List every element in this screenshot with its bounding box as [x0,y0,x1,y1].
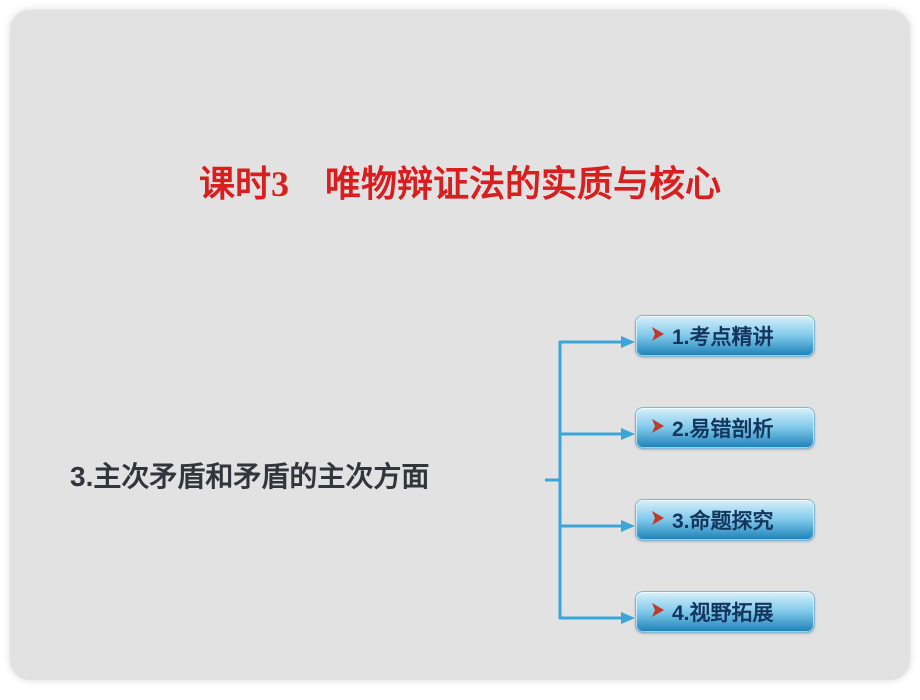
bracket-connector [545,322,635,642]
nav-item-label: 2.易错剖析 [672,413,774,443]
nav-item-label: 1.考点精讲 [672,321,774,351]
chevron-right-icon [650,508,666,532]
nav-item-4[interactable]: 4.视野拓展 [635,591,815,633]
nav-item-1[interactable]: 1.考点精讲 [635,315,815,357]
nav-item-label: 4.视野拓展 [672,597,774,627]
nav-item-label: 3.命题探究 [672,505,774,535]
item-list: 1.考点精讲 2.易错剖析 3.命题探究 4.视野拓展 [635,315,815,633]
chevron-right-icon [650,416,666,440]
nav-item-2[interactable]: 2.易错剖析 [635,407,815,449]
slide-container: 课时3 唯物辩证法的实质与核心 3.主次矛盾和矛盾的主次方面 1.考点精讲 2.易… [10,10,910,680]
chevron-right-icon [650,324,666,348]
nav-item-3[interactable]: 3.命题探究 [635,499,815,541]
slide-title: 课时3 唯物辩证法的实质与核心 [10,155,910,207]
slide-subtitle: 3.主次矛盾和矛盾的主次方面 [70,455,429,495]
chevron-right-icon [650,600,666,624]
